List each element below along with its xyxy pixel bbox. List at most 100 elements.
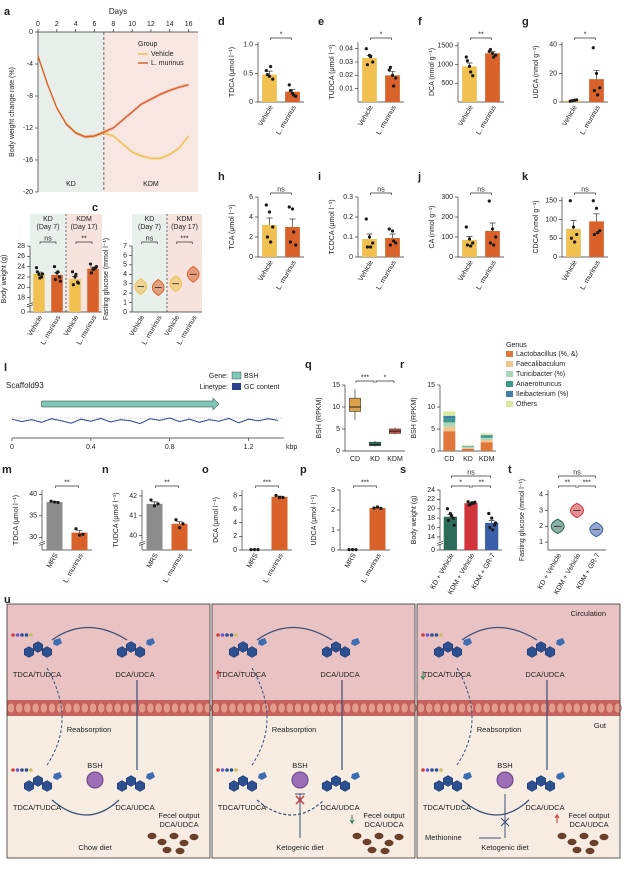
x-tick-label: Vehicle	[561, 104, 578, 127]
sig-label: *	[384, 374, 387, 381]
gc-line	[11, 417, 279, 425]
axis-break	[39, 541, 45, 545]
data-point	[592, 232, 597, 237]
group-label: KD	[145, 216, 155, 223]
output-label: Fecel output	[363, 811, 405, 820]
bar	[589, 221, 604, 257]
panel-letter: k	[522, 171, 529, 183]
data-point	[465, 243, 470, 247]
y-tick-label: 35	[29, 513, 37, 520]
x-tick-label: KDM	[387, 456, 403, 463]
molecule-ring	[351, 772, 360, 780]
y-tick-label: 100	[545, 216, 557, 223]
error-bar	[289, 218, 296, 227]
sig-bracket	[450, 475, 492, 478]
molecule-ring	[451, 646, 463, 658]
molecule-ring	[237, 641, 249, 653]
legend-label: Turicibacter (%)	[516, 371, 565, 378]
sig-bracket	[558, 485, 577, 488]
data-point	[449, 514, 453, 518]
x-tick-label: L. murinus	[262, 552, 285, 584]
molecule-ring	[228, 646, 240, 658]
data-point	[573, 240, 577, 244]
error-bar	[266, 217, 273, 225]
y-tick-label: 18	[17, 294, 25, 301]
x-tick-label: Vehicle	[164, 314, 181, 337]
flow-arrow	[46, 667, 63, 766]
sig-bracket	[355, 380, 375, 383]
bile-acid-label: TDCA/TUDCA	[13, 803, 61, 812]
y-tick-label: 0	[449, 254, 453, 261]
data-point	[387, 68, 391, 72]
membrane-cell	[212, 702, 220, 714]
x-tick-label: 6	[93, 21, 97, 28]
feces	[189, 833, 199, 841]
feces	[572, 846, 582, 854]
data-point	[568, 199, 572, 203]
membrane-cell	[573, 702, 581, 714]
error-bar	[76, 530, 83, 533]
output-label: Fecel output	[158, 811, 200, 820]
membrane-cell	[261, 702, 270, 714]
y-tick-label: 24	[427, 487, 435, 494]
legend-label: Faecalibaculum	[516, 361, 565, 368]
data-point	[365, 63, 370, 67]
data-point	[446, 518, 451, 523]
molecule-tail	[15, 633, 20, 637]
data-point	[390, 73, 395, 77]
membrane-cell	[195, 702, 204, 714]
molecule-ring	[339, 646, 351, 658]
x-tick-label: 0	[36, 21, 40, 28]
membrane-cell	[384, 702, 393, 714]
membrane-cell	[72, 702, 81, 714]
molecule-ring	[23, 646, 35, 658]
data-point	[464, 225, 468, 229]
y-tick-label: 0	[233, 547, 237, 554]
sig-label: ***	[263, 479, 271, 486]
data-point	[491, 528, 495, 532]
molecule-ring	[53, 638, 62, 646]
molecule-tail	[20, 768, 24, 772]
data-point	[451, 516, 455, 520]
data-point	[74, 272, 78, 276]
x-tick-label: Vehicle	[27, 314, 44, 337]
circulation-bg	[212, 604, 415, 700]
membrane-cell	[122, 702, 130, 714]
membrane-cell	[408, 702, 417, 714]
x-tick-label: 10	[128, 21, 136, 28]
data-point	[181, 522, 185, 526]
bar	[146, 503, 163, 550]
y-tick-label: 0.03	[339, 59, 353, 66]
panel-letter: i	[318, 171, 321, 183]
y-tick-label: 14	[427, 534, 435, 541]
membrane-cell	[302, 702, 311, 714]
gut-bg	[212, 716, 415, 858]
membrane-cell	[425, 702, 434, 714]
feces	[394, 833, 404, 841]
membrane-cell	[220, 702, 228, 714]
molecule-ring	[433, 780, 445, 792]
membrane-cell	[253, 702, 261, 714]
panel-letter: s	[400, 464, 406, 476]
x-tick-label: KDM	[479, 456, 495, 463]
bile-acid-label: DCA/UDCA	[320, 803, 359, 812]
y-axis-label: CDCA (nmol g⁻¹)	[533, 200, 540, 253]
data-point	[591, 199, 595, 203]
flow-arrow	[456, 667, 473, 766]
membrane-cell	[244, 702, 253, 714]
data-point	[379, 506, 383, 510]
panel-border	[416, 603, 621, 859]
bar	[443, 516, 457, 550]
data-point	[369, 55, 373, 59]
data-point	[470, 501, 474, 505]
bar	[33, 273, 45, 312]
data-point	[177, 526, 182, 530]
legend-label: Others	[516, 401, 538, 408]
membrane-cell	[490, 702, 499, 714]
molecule-ring	[32, 641, 44, 653]
sig-bracket	[450, 485, 471, 488]
data-point	[264, 203, 268, 207]
region	[103, 32, 198, 192]
y-tick-label: 0.1	[343, 234, 353, 241]
y-tick-label: 1	[331, 527, 335, 534]
